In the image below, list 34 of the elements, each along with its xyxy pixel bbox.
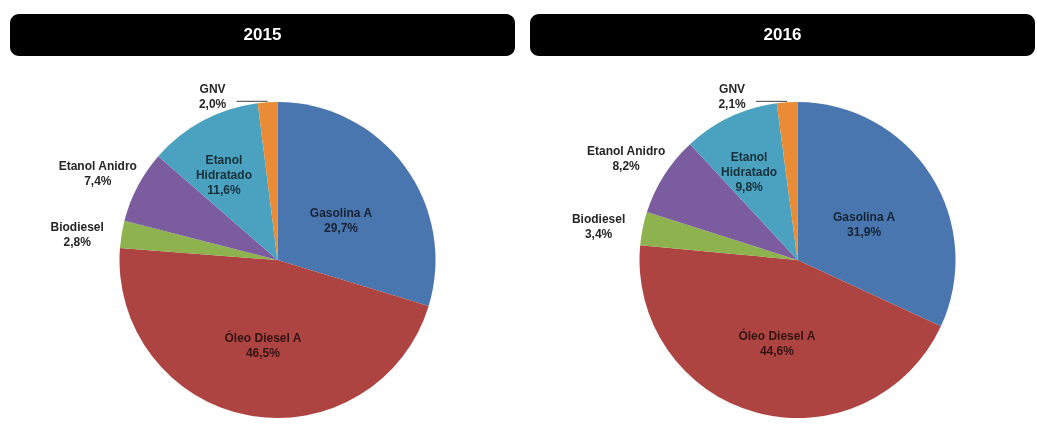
data-label: 3,4% [584, 227, 613, 242]
data-label: 7,4% [84, 173, 112, 188]
slice-label: Óleo Diesel A [738, 328, 816, 344]
pie-slice [640, 212, 798, 260]
slice-label: Etanol Hidratado [721, 150, 778, 180]
slice-label: Etanol Anidro [586, 144, 666, 159]
data-label: 9,8% [735, 180, 764, 195]
slice-label: Óleo Diesel A [224, 329, 302, 345]
chart-title: 2016 [763, 25, 802, 44]
data-label: 8,2% [612, 159, 641, 174]
pie-slice [257, 102, 278, 260]
slice-label: Biodiesel [571, 212, 626, 227]
pie-slice [119, 220, 278, 260]
data-label: 2,0% [198, 97, 227, 112]
slice-label: Gasolina A [832, 210, 896, 225]
data-label: 2,8% [63, 234, 92, 249]
slice-label: Etanol Anidro [58, 158, 137, 173]
slice-label: GNV [719, 82, 746, 97]
data-label: 46,5% [245, 345, 281, 360]
pie-slice [776, 102, 798, 260]
chart-title: 2015 [243, 25, 282, 44]
slice-label: Gasolina A [309, 205, 373, 220]
data-label: 29,7% [323, 220, 359, 235]
pie-slice [639, 245, 941, 418]
pie-slice [119, 248, 429, 418]
slice-label: Etanol Hidratado [195, 152, 252, 182]
data-label: 2,1% [718, 97, 747, 112]
slice-label: Biodiesel [50, 219, 104, 234]
data-label: 44,6% [759, 344, 795, 359]
data-label: 11,6% [207, 182, 241, 197]
pie-slice [797, 102, 956, 327]
slice-label: GNV [199, 82, 226, 97]
pie-slice [277, 102, 436, 306]
data-label: 31,9% [847, 225, 882, 240]
